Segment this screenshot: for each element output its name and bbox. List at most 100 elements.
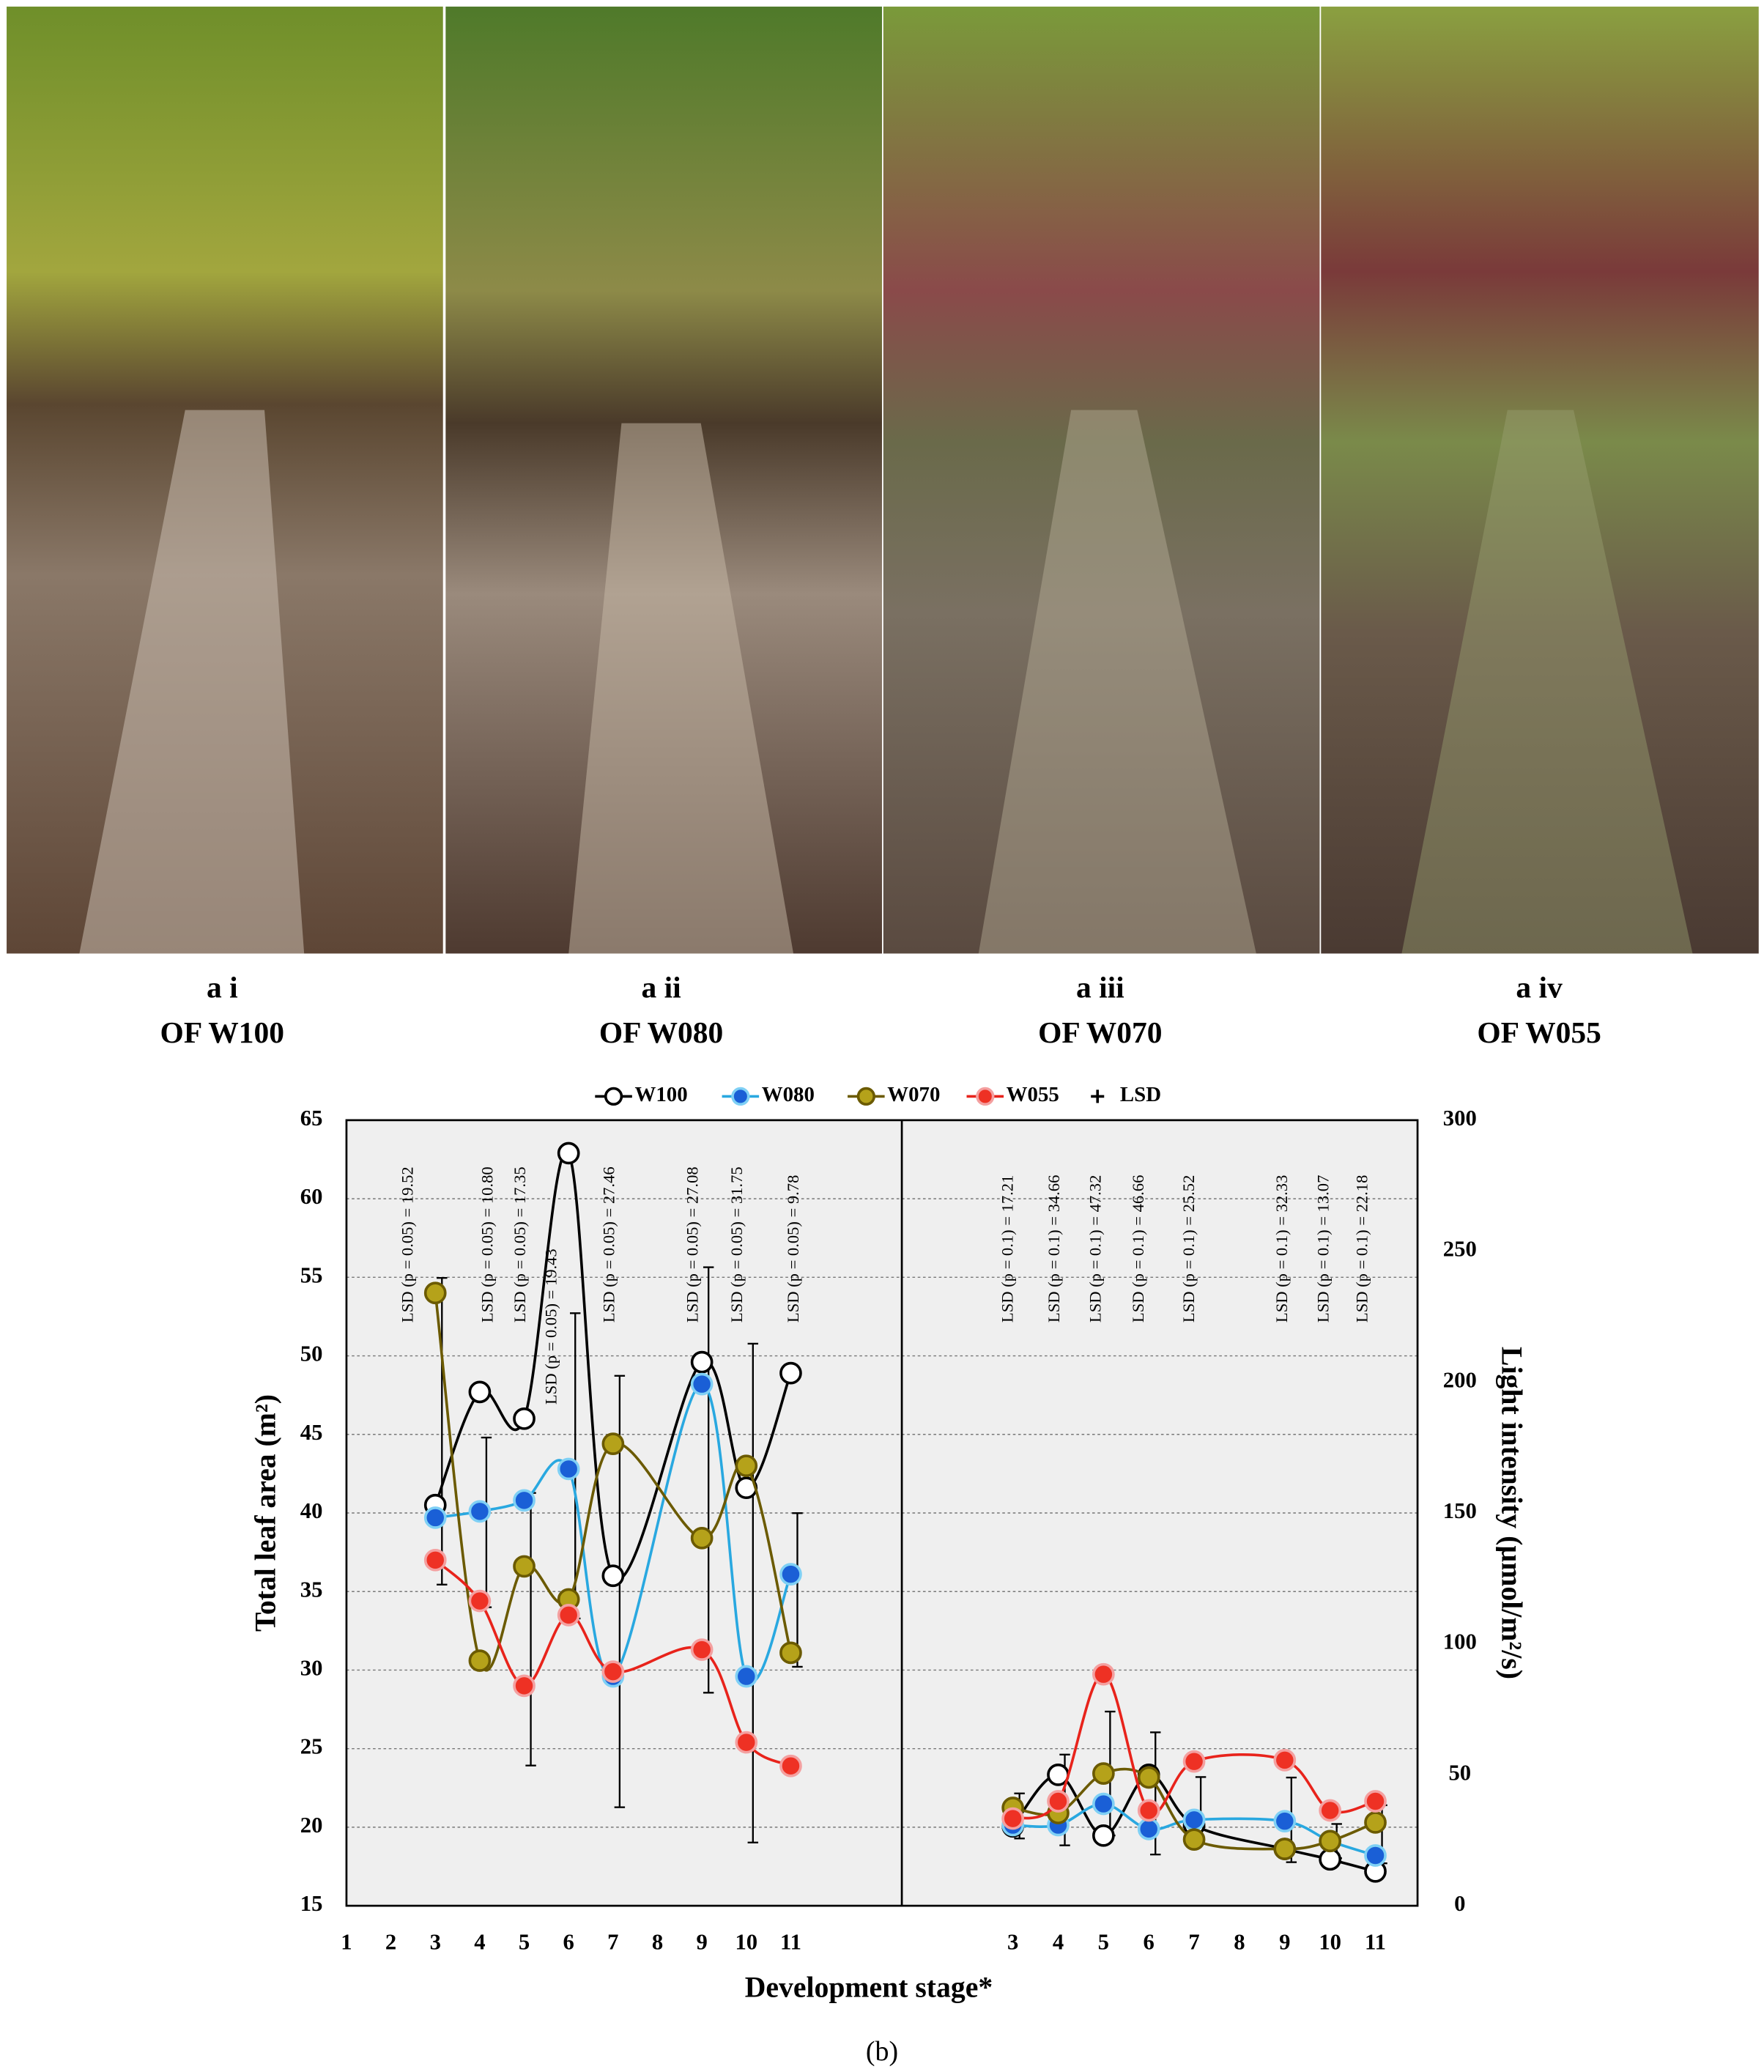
series-marker [779, 1641, 802, 1665]
y-axis-title: Total leaf area (m²) [250, 1394, 282, 1632]
lsd-label: LSD (p = 0.05) = 17.35 [511, 1166, 529, 1322]
lsd-bar [792, 1512, 803, 1668]
legend-marker [604, 1087, 623, 1106]
lsd-label: LSD (p = 0.05) = 9.78 [784, 1175, 802, 1322]
lsd-bar [747, 1342, 759, 1843]
lsd-label: LSD (p = 0.1) = 22.18 [1352, 1175, 1371, 1322]
lsd-label: LSD (p = 0.1) = 47.32 [1086, 1175, 1105, 1322]
series-marker [468, 1500, 492, 1523]
y-tick-label: 35 [300, 1577, 323, 1602]
series-marker [423, 1506, 447, 1529]
series-marker [513, 1489, 536, 1512]
legend-label: W080 [762, 1083, 815, 1106]
series-marker [779, 1563, 802, 1586]
photo-path [978, 410, 1256, 954]
y-tick-label: 45 [300, 1420, 323, 1445]
series-marker [513, 1674, 536, 1698]
series-marker [1092, 1792, 1115, 1816]
legend-label: LSD [1120, 1083, 1161, 1106]
series-marker [468, 1649, 492, 1672]
photo-path [568, 423, 794, 954]
y-tick-label: 65 [300, 1106, 323, 1131]
series-marker [423, 1548, 447, 1572]
series-marker [513, 1555, 536, 1578]
series-marker [557, 1604, 580, 1627]
x-tick-label: 6 [1144, 1929, 1155, 1954]
series-marker [1273, 1838, 1297, 1860]
lsd-label: LSD (p = 0.1) = 32.33 [1272, 1175, 1291, 1322]
x-axis-title: Development stage* [745, 1972, 993, 2004]
photo-panels [7, 7, 1759, 954]
y2-tick-label: 100 [1443, 1629, 1477, 1654]
y2-tick-label: 300 [1443, 1106, 1477, 1131]
lsd-label: LSD (p = 0.1) = 34.66 [1045, 1175, 1063, 1322]
x-tick-label: 5 [1098, 1929, 1109, 1954]
x-tick-label: 7 [1188, 1929, 1199, 1954]
series-marker [1364, 1790, 1387, 1813]
photo [1321, 7, 1759, 954]
photo-labels: a i OF W100 a ii OF W080 a iii OF W070 a… [160, 971, 1601, 1049]
legend-label: W070 [887, 1083, 940, 1106]
series-marker [1319, 1848, 1342, 1871]
y-tick-label: 25 [300, 1734, 323, 1759]
lsd-label: LSD (p = 0.05) = 10.80 [478, 1166, 497, 1322]
lsd-label: LSD (p = 0.05) = 27.08 [683, 1166, 701, 1322]
x-tick-label: 10 [735, 1929, 757, 1954]
series-marker [735, 1731, 758, 1754]
y-tick-label: 15 [300, 1891, 323, 1916]
series-marker [1182, 1808, 1206, 1832]
y-tick-label: 20 [300, 1813, 323, 1838]
series-marker [557, 1457, 580, 1481]
series-marker [468, 1380, 492, 1404]
series-marker [468, 1589, 492, 1613]
photo [883, 7, 1320, 954]
series-marker [1092, 1762, 1115, 1785]
lsd-label: LSD (p = 0.1) = 17.21 [998, 1175, 1016, 1322]
photo-caption: OF W055 [1477, 1015, 1601, 1049]
series-marker [779, 1361, 802, 1385]
photo-label: a iii [1076, 971, 1124, 1004]
photo-label: a i [207, 971, 238, 1004]
x-tick-label: 9 [696, 1929, 707, 1954]
series-marker [1273, 1810, 1297, 1833]
x-tick-label: 6 [563, 1929, 574, 1954]
series-marker [1273, 1749, 1297, 1772]
y2-tick-label: 0 [1454, 1891, 1465, 1916]
legend-marker [976, 1087, 995, 1106]
x-tick-label: 8 [652, 1929, 663, 1954]
y-tick-label: 40 [300, 1498, 323, 1523]
x-tick-label: 11 [780, 1929, 801, 1954]
series-marker [690, 1638, 714, 1661]
x-tick-label: 5 [519, 1929, 530, 1954]
legend-marker [856, 1087, 875, 1106]
legend-label: W100 [634, 1083, 687, 1106]
figure-caption: (b) [866, 2036, 898, 2067]
photo-label: a ii [641, 971, 681, 1004]
series-marker [1047, 1790, 1070, 1813]
lsd-label: LSD (p = 0.05) = 31.75 [727, 1166, 746, 1322]
x-tick-label: 10 [1319, 1929, 1341, 1954]
series-marker [423, 1281, 447, 1305]
series-marker [1182, 1828, 1206, 1851]
photo-caption: OF W080 [599, 1015, 723, 1049]
series-marker [1092, 1662, 1115, 1686]
series-marker [1001, 1807, 1024, 1830]
legend-label: W055 [1007, 1083, 1059, 1106]
x-tick-label: 2 [385, 1929, 396, 1954]
series-line [434, 1558, 792, 1767]
lsd-bar [437, 1277, 448, 1586]
lsd-label: LSD (p = 0.1) = 13.07 [1314, 1175, 1333, 1322]
series-marker [1364, 1811, 1387, 1834]
y-tick-label: 60 [300, 1184, 323, 1209]
legend-lsd: LSD [1091, 1083, 1161, 1106]
y2-tick-label: 250 [1443, 1237, 1477, 1262]
y2-tick-label: 50 [1448, 1760, 1471, 1785]
photo-label: a iv [1516, 971, 1563, 1004]
series-marker [601, 1660, 625, 1683]
x-tick-label: 9 [1279, 1929, 1290, 1954]
series-marker [1319, 1799, 1342, 1822]
y2-tick-label: 150 [1443, 1498, 1477, 1523]
y2-axis-title: Light intensity (µmol/m²/s) [1495, 1347, 1527, 1679]
